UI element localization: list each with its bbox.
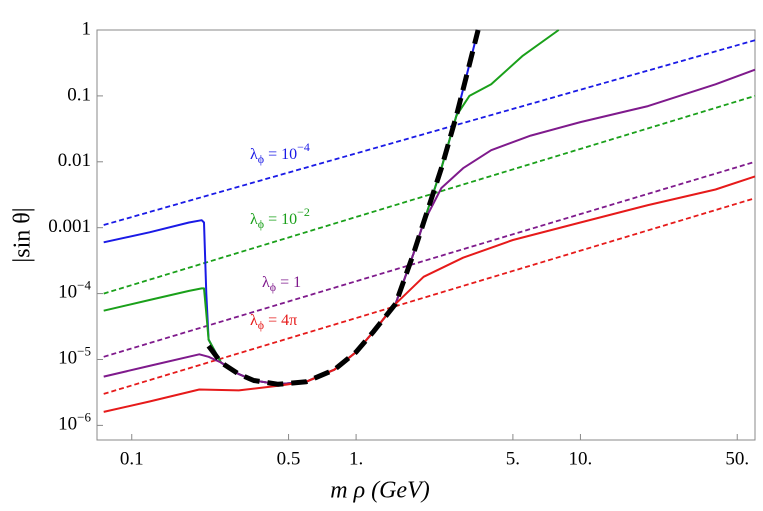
annotation-base: λ: [262, 274, 270, 291]
y-tick-label: 0.01: [58, 150, 91, 171]
x-tick-label: 1.: [349, 448, 363, 469]
series-line: [103, 197, 756, 395]
y-tick-label: 10−4: [58, 278, 91, 303]
series-line: [103, 29, 480, 386]
series-line: [103, 160, 756, 358]
annotation-base: λ: [250, 146, 258, 163]
x-tick-label: 50.: [725, 448, 749, 469]
annotation-base: λ: [250, 211, 258, 228]
annotation: λϕ = 4π: [250, 312, 297, 332]
annotation-sub: ϕ: [258, 217, 264, 231]
annotation-sub: ϕ: [270, 280, 276, 294]
series-line: [103, 39, 756, 226]
annotation-sub: ϕ: [258, 152, 264, 166]
x-axis-label: m ρ (GeV): [330, 478, 429, 504]
y-tick-label: 10−5: [58, 343, 91, 368]
annotation-base: λ: [250, 312, 258, 329]
series-line: [206, 29, 481, 387]
x-tick-label: 5.: [506, 448, 520, 469]
annotation-sup: −4: [297, 140, 310, 154]
series-line: [103, 29, 560, 386]
annotation-rest: = 4π: [264, 312, 297, 329]
y-tick-label: 1: [82, 18, 92, 39]
annotation-rest: = 10: [264, 211, 297, 228]
x-tick-label: 10.: [569, 448, 593, 469]
plot-frame: [96, 29, 756, 441]
x-tick-label: 0.1: [120, 448, 144, 469]
annotation-rest: = 10: [264, 146, 297, 163]
annotation-sup: −2: [297, 205, 310, 219]
y-axis-label: |sin θ|: [10, 207, 36, 262]
annotation: λϕ = 1: [262, 274, 301, 294]
annotation: λϕ = 10−2: [250, 205, 310, 231]
y-tick-label: 0.001: [48, 216, 91, 237]
annotation-sub: ϕ: [258, 318, 264, 332]
annotation: λϕ = 10−4: [250, 140, 310, 166]
y-tick-label: 10−6: [58, 409, 91, 434]
y-tick-label: 0.1: [67, 84, 91, 105]
annotation-rest: = 1: [276, 274, 301, 291]
series-line: [103, 95, 756, 295]
x-tick-label: 0.5: [277, 448, 301, 469]
